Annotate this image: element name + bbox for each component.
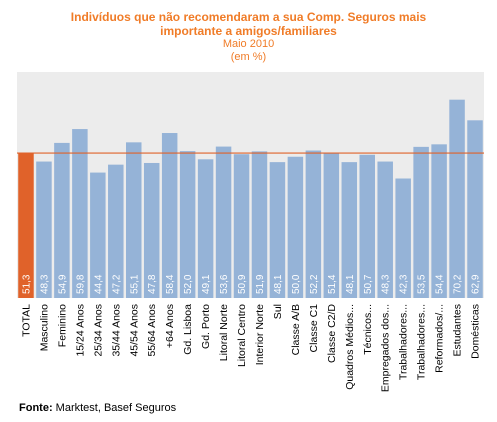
bar <box>287 156 304 298</box>
chart-title-line-1: Indivíduos que não recomendaram a sua Co… <box>70 10 427 24</box>
bar-value-label: 47,8 <box>147 274 158 294</box>
bar-value-label: 42,3 <box>399 274 410 294</box>
bar <box>323 152 340 298</box>
category-label: Classe C2/D <box>326 304 338 363</box>
category-label: 35/44 Anos <box>110 304 122 357</box>
bar-value-label: 49,1 <box>201 274 212 294</box>
source-note: Fonte: Marktest, Basef Seguros <box>19 402 176 414</box>
bar <box>197 159 214 298</box>
category-label: Gd. Porto <box>200 304 212 349</box>
bar-value-label: 58,4 <box>165 274 176 294</box>
bar-value-label: 48,1 <box>273 274 284 294</box>
category-label: 25/34 Anos <box>92 304 104 357</box>
category-label: Técnicos... <box>362 304 374 355</box>
bar-value-label: 50,0 <box>291 274 302 294</box>
bar <box>161 133 178 298</box>
category-label: Litoral Norte <box>218 304 230 361</box>
bar <box>395 178 411 298</box>
chart-subtitle-unit: (em %) <box>230 51 267 63</box>
chart-subtitle-date: Maio 2010 <box>222 38 275 50</box>
category-label: TOTAL <box>20 304 32 337</box>
bar <box>431 144 447 298</box>
chart-title-line-2: importante a amigos/familiares <box>160 24 337 38</box>
category-label: 45/54 Anos <box>128 304 140 357</box>
bar-value-label: 50,7 <box>363 274 374 294</box>
category-labels-layer: TOTAL Masculino Feminino 15/24 Anos 25/34 An… <box>20 304 481 393</box>
bar <box>251 151 268 298</box>
bar <box>54 142 70 298</box>
bar <box>179 151 196 298</box>
source-label: Fonte: <box>19 402 53 414</box>
category-label: Empregados dos... <box>380 304 392 392</box>
bar-value-label: 54,9 <box>57 274 68 294</box>
source-text: Marktest, Basef Seguros <box>52 402 177 414</box>
category-label: Trabalhadores... <box>416 304 428 380</box>
bar-value-label: 48,3 <box>381 274 392 294</box>
bar-value-label: 47,2 <box>111 274 122 294</box>
category-label: Estudantes <box>452 304 464 357</box>
category-label: Domésticas <box>470 304 482 359</box>
bar <box>90 172 106 298</box>
bar <box>215 146 232 298</box>
category-label: 55/64 Anos <box>146 304 158 357</box>
bar-value-label: 54,4 <box>435 274 446 294</box>
bar-value-label: 55,1 <box>129 274 140 294</box>
category-label: Interior Norte <box>254 304 266 365</box>
value-labels-layer: 51,3 48,3 54,9 59,8 44,4 47,2 55,1 47,8 58,4 52,0… <box>21 274 481 294</box>
category-label: Masculino <box>38 304 50 351</box>
category-label: Classe A/B <box>290 304 302 355</box>
chart-title: Indivíduos que não recomendaram a sua Co… <box>0 10 497 64</box>
bar <box>467 120 483 298</box>
bar <box>305 150 322 298</box>
bar-value-label: 52,0 <box>183 274 194 294</box>
category-label: Sul <box>272 304 284 319</box>
bar <box>126 142 142 298</box>
bar-value-label: 53,5 <box>417 274 428 294</box>
bar-value-label: 70,2 <box>453 274 464 294</box>
bar-value-label: 59,8 <box>75 274 86 294</box>
category-label: +64 Anos <box>164 304 176 348</box>
category-label: Litoral Centro <box>236 304 248 367</box>
bar <box>143 162 160 298</box>
bar-value-label: 52,2 <box>309 274 320 294</box>
bar <box>36 161 52 298</box>
category-label: Reformados/... <box>434 304 446 373</box>
bar <box>449 99 465 299</box>
bar-value-label: 62,9 <box>471 274 482 294</box>
bar <box>108 164 124 298</box>
bar <box>72 129 88 298</box>
category-label: Feminino <box>56 304 68 347</box>
category-label: Gd. Lisboa <box>182 304 194 355</box>
bar <box>341 162 358 298</box>
bar-total <box>18 153 34 298</box>
bar-value-label: 51,4 <box>327 274 338 294</box>
bar-value-label: 50,9 <box>237 274 248 294</box>
bar <box>359 154 375 298</box>
bar-value-label: 48,1 <box>345 274 356 294</box>
bars-layer <box>18 99 483 299</box>
category-label: Classe C1 <box>308 304 320 353</box>
bar-value-label: 53,6 <box>219 274 230 294</box>
category-label: 15/24 Anos <box>74 304 86 357</box>
bar-value-label: 44,4 <box>93 274 104 294</box>
category-label: Trabalhadores... <box>398 304 410 380</box>
bar <box>269 162 286 298</box>
bar-value-label: 51,9 <box>255 274 266 294</box>
bar <box>377 161 393 298</box>
bar <box>233 154 250 298</box>
bar-value-label: 48,3 <box>39 274 50 294</box>
category-label: Quadros Médios... <box>344 304 356 390</box>
bar-value-label: 51,3 <box>21 274 32 294</box>
bar <box>413 146 429 298</box>
